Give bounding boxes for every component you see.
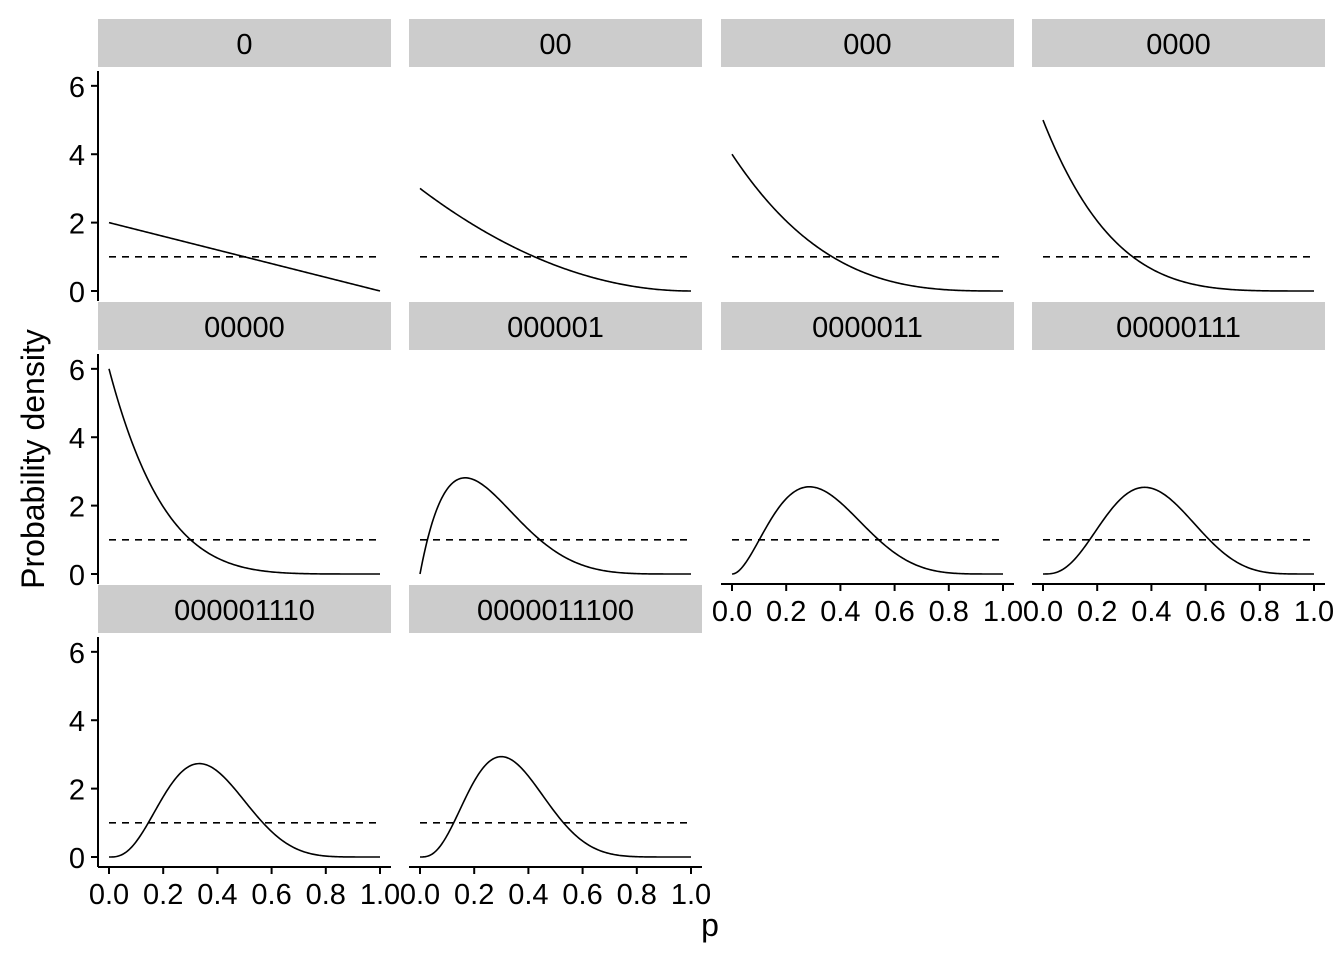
facet-panel-6: 000001 (409, 302, 702, 575)
x-tick-label: 0.4 (1131, 596, 1171, 628)
x-tick-label: 0.0 (89, 879, 129, 911)
y-tick-label: 2 (69, 209, 85, 241)
facet-panel-8: 00000111 0.0 0.2 0.4 0.6 0.8 1.0 (1023, 302, 1334, 628)
x-tick-label: 1.0 (360, 879, 400, 911)
y-tick-label: 4 (69, 140, 85, 172)
facet-strip (1032, 302, 1325, 350)
x-tick-label: 0.6 (1185, 596, 1225, 628)
density-curve (419, 187, 691, 292)
facet-strip (721, 19, 1014, 67)
facet-strip (1032, 19, 1325, 67)
x-tick-label: 0.0 (400, 879, 440, 911)
y-tick-label: 6 (69, 355, 85, 387)
facet-strip-label: 000001 (507, 312, 604, 344)
x-tick-label: 0.6 (874, 596, 914, 628)
facet-panel-1: 0 0 2 4 6 (69, 19, 391, 309)
x-tick-label: 0.2 (143, 879, 183, 911)
facet-panel-3: 000 (721, 19, 1014, 292)
x-tick-label: 0.8 (306, 879, 346, 911)
x-tick-label: 1.0 (983, 596, 1023, 628)
density-curve (109, 762, 380, 858)
facet-panel-2: 00 (409, 19, 702, 292)
facet-strip (409, 302, 702, 350)
facet-panel-10: 0000011100 0.0 0.2 0.4 0.6 0.8 1.0 (400, 585, 711, 911)
x-tick-label: 1.0 (1294, 596, 1334, 628)
y-tick-label: 2 (69, 775, 85, 807)
x-tick-label: 0.6 (251, 879, 291, 911)
facet-panel-7: 0000011 0.0 0.2 0.4 0.6 0.8 1.0 (712, 302, 1023, 628)
x-tick-label: 0.2 (766, 596, 806, 628)
facet-strip-label: 0000011 (812, 312, 923, 344)
x-tick-label: 0.8 (617, 879, 657, 911)
density-curve (1042, 119, 1314, 292)
x-tick-label: 0.4 (197, 879, 237, 911)
facet-strip (98, 585, 391, 633)
facet-strip-label: 0000011100 (477, 595, 634, 627)
x-tick-label: 0.2 (454, 879, 494, 911)
y-tick-label: 0 (69, 560, 85, 592)
facet-strip-label: 00000111 (1116, 312, 1241, 344)
x-tick-label: 0.0 (712, 596, 752, 628)
x-tick-label: 0.8 (929, 596, 969, 628)
y-tick-label: 6 (69, 72, 85, 104)
density-curve (731, 153, 1003, 292)
facet-strip (98, 302, 391, 350)
density-curve (108, 221, 381, 292)
facet-strip (409, 585, 702, 633)
y-tick-label: 0 (69, 843, 85, 875)
x-tick-label: 0.6 (562, 879, 602, 911)
facet-strip-label: 00000 (204, 312, 285, 344)
facet-strip-label: 000 (843, 29, 891, 61)
density-curve (419, 477, 691, 575)
y-tick-label: 0 (69, 277, 85, 309)
density-curve (1043, 486, 1314, 575)
y-tick-label: 4 (69, 423, 85, 455)
y-tick-label: 6 (69, 638, 85, 670)
y-axis-title: Probability density (15, 329, 51, 589)
facet-strip-label: 000001110 (174, 595, 315, 627)
y-tick-label: 2 (69, 492, 85, 524)
x-tick-label: 0.2 (1077, 596, 1117, 628)
x-tick-label: 0.4 (820, 596, 860, 628)
facet-strip-label: 0 (236, 29, 252, 61)
x-axis-title: p (701, 907, 719, 943)
x-tick-label: 0.4 (508, 879, 548, 911)
facet-strip-label: 0000 (1146, 29, 1211, 61)
y-tick-label: 4 (69, 706, 85, 738)
density-curve (731, 486, 1003, 575)
facet-strip (98, 19, 391, 67)
facet-strip (409, 19, 702, 67)
facet-panel-4: 0000 (1032, 19, 1325, 292)
x-tick-label: 0.8 (1240, 596, 1280, 628)
facet-panel-9: 000001110 0 2 4 6 0.0 0.2 0.4 0.6 0.8 1.0 (69, 585, 400, 911)
x-tick-label: 0.0 (1023, 596, 1063, 628)
facet-strip-label: 00 (539, 29, 571, 61)
x-tick-label: 1.0 (671, 879, 711, 911)
facet-strip (721, 302, 1014, 350)
density-curve (419, 755, 691, 858)
density-curve (108, 368, 380, 575)
